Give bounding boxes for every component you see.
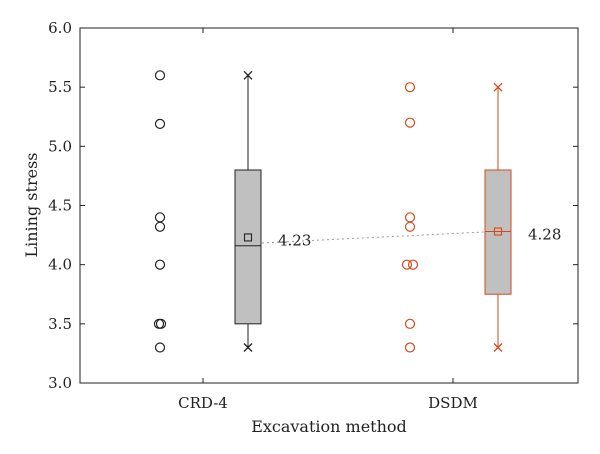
y-tick-label: 3.5 xyxy=(48,315,72,333)
mean-label: 4.23 xyxy=(278,231,311,249)
y-tick-label: 6.0 xyxy=(48,19,72,37)
y-tick-label: 5.0 xyxy=(48,137,72,155)
box xyxy=(484,169,512,295)
data-point xyxy=(154,70,166,81)
chart-marks: 4.23 4.28 xyxy=(153,70,561,353)
data-point xyxy=(404,117,416,128)
data-point xyxy=(153,318,165,329)
max-marker xyxy=(493,82,503,92)
data-point xyxy=(154,259,166,270)
mean-label: 4.28 xyxy=(528,226,561,244)
y-axis: 3.0 3.5 4.0 4.5 5.0 5.5 6.0 xyxy=(48,19,578,392)
y-tick-label: 3.0 xyxy=(48,374,72,392)
series-dsdm: 4.28 xyxy=(401,82,561,353)
y-tick-label: 4.0 xyxy=(48,256,72,274)
x-axis: CRD-4 DSDM xyxy=(178,28,478,412)
data-point xyxy=(154,118,166,129)
min-marker xyxy=(493,343,503,352)
data-point xyxy=(154,221,166,232)
data-point xyxy=(404,82,416,93)
x-axis-label: Excavation method xyxy=(251,417,407,436)
data-point xyxy=(404,221,416,232)
data-point xyxy=(404,212,416,223)
data-point xyxy=(155,318,167,329)
max-marker xyxy=(243,70,253,80)
min-marker xyxy=(243,343,253,352)
mean-marker xyxy=(243,233,253,242)
y-tick-label: 5.5 xyxy=(48,78,72,96)
mean-marker xyxy=(493,227,503,236)
data-point xyxy=(401,259,413,270)
x-tick-label: DSDM xyxy=(428,394,478,412)
data-point xyxy=(407,259,419,270)
data-point xyxy=(154,212,166,223)
data-point xyxy=(404,318,416,329)
data-point xyxy=(154,342,166,353)
data-point xyxy=(404,342,416,353)
y-tick-label: 4.5 xyxy=(48,197,72,215)
series-crd-4: 4.23 xyxy=(153,70,311,353)
y-axis-label: Lining stress xyxy=(22,153,41,258)
box xyxy=(234,169,262,325)
mean-connector xyxy=(251,231,495,244)
x-tick-label: CRD-4 xyxy=(178,394,228,412)
